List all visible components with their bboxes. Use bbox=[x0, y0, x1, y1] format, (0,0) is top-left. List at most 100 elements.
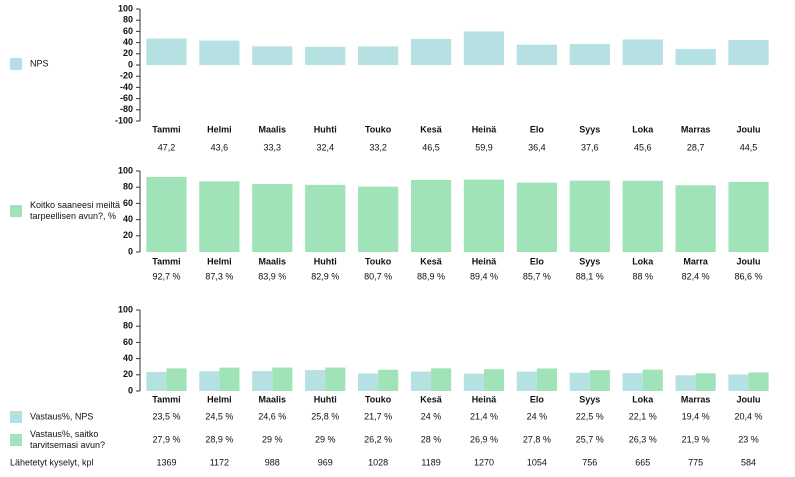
value-label: 22,1 % bbox=[629, 411, 657, 421]
bar bbox=[748, 372, 769, 391]
row-value: 1369 bbox=[156, 457, 176, 467]
bar bbox=[410, 38, 452, 65]
bar bbox=[569, 372, 590, 391]
x-tick-label: Marra bbox=[683, 256, 709, 266]
row-value: 756 bbox=[582, 457, 597, 467]
bar bbox=[569, 180, 610, 252]
value-label: 88,9 % bbox=[417, 271, 445, 281]
x-tick-label: Tammi bbox=[152, 124, 180, 134]
x-tick-label: Kesä bbox=[420, 124, 443, 134]
row-value: 1270 bbox=[474, 457, 494, 467]
x-tick-label: Touko bbox=[365, 394, 392, 404]
value-label: 23 % bbox=[738, 434, 759, 444]
value-label: 85,7 % bbox=[523, 271, 551, 281]
value-label: 24 % bbox=[421, 411, 442, 421]
row-value: 1028 bbox=[368, 457, 388, 467]
x-tick-label: Heinä bbox=[472, 256, 498, 266]
bar bbox=[622, 180, 663, 252]
x-tick-label: Huhti bbox=[314, 124, 337, 134]
x-tick-label: Syys bbox=[579, 124, 600, 134]
x-tick-label: Helmi bbox=[207, 256, 232, 266]
value-label: 23,5 % bbox=[152, 411, 180, 421]
bar bbox=[358, 46, 399, 65]
bar bbox=[675, 375, 696, 391]
value-label: 33,2 bbox=[369, 142, 387, 152]
x-tick-label: Marras bbox=[681, 124, 711, 134]
x-tick-label: Huhti bbox=[314, 394, 337, 404]
x-tick-label: Tammi bbox=[152, 256, 180, 266]
y-tick-label: 20 bbox=[123, 369, 133, 379]
value-label: 24 % bbox=[527, 411, 548, 421]
y-tick-label: -80 bbox=[120, 104, 133, 114]
value-label: 45,6 bbox=[634, 142, 652, 152]
bar bbox=[728, 181, 769, 252]
value-label: 46,5 bbox=[422, 142, 440, 152]
value-label: 21,7 % bbox=[364, 411, 392, 421]
value-label: 82,4 % bbox=[682, 271, 710, 281]
bar bbox=[146, 38, 187, 65]
bar bbox=[675, 48, 716, 65]
bar bbox=[463, 179, 505, 252]
bar bbox=[463, 373, 484, 391]
row-value: 1054 bbox=[527, 457, 547, 467]
bar bbox=[410, 371, 432, 391]
bar bbox=[166, 368, 187, 391]
value-label: 19,4 % bbox=[682, 411, 710, 421]
value-label: 36,4 bbox=[528, 142, 546, 152]
bar bbox=[305, 184, 346, 252]
x-tick-label: Helmi bbox=[207, 394, 232, 404]
bar bbox=[252, 371, 273, 391]
bar bbox=[431, 368, 452, 391]
value-label: 28 % bbox=[421, 434, 442, 444]
row-value: 988 bbox=[265, 457, 280, 467]
x-tick-label: Maalis bbox=[259, 256, 287, 266]
bar bbox=[536, 368, 557, 391]
value-label: 44,5 bbox=[740, 142, 758, 152]
y-tick-label: 80 bbox=[123, 182, 133, 192]
y-tick-label: -60 bbox=[120, 93, 133, 103]
bar bbox=[516, 371, 537, 391]
row-value: 665 bbox=[635, 457, 650, 467]
value-label: 89,4 % bbox=[470, 271, 498, 281]
x-tick-label: Touko bbox=[365, 124, 392, 134]
value-label: 43,6 bbox=[211, 142, 229, 152]
legend-label: Koitko saaneesi meiltä tarpeellisen avun… bbox=[30, 200, 121, 221]
value-label: 33,3 bbox=[264, 142, 282, 152]
x-tick-label: Kesä bbox=[420, 256, 443, 266]
legend-label: Vastaus%, saitko tarvitsemasi avun? bbox=[30, 429, 106, 450]
value-label: 22,5 % bbox=[576, 411, 604, 421]
bar bbox=[410, 179, 452, 252]
value-label: 80,7 % bbox=[364, 271, 392, 281]
x-tick-label: Loka bbox=[632, 124, 654, 134]
x-tick-label: Loka bbox=[632, 394, 654, 404]
value-label: 28,7 bbox=[687, 142, 705, 152]
row-value: 1172 bbox=[210, 457, 229, 467]
y-tick-label: 20 bbox=[123, 48, 133, 58]
x-tick-label: Elo bbox=[530, 124, 545, 134]
value-label: 25,7 % bbox=[576, 434, 604, 444]
y-tick-label: -100 bbox=[115, 115, 133, 125]
bar bbox=[516, 182, 557, 252]
row-value: 584 bbox=[741, 457, 756, 467]
value-label: 21,4 % bbox=[470, 411, 498, 421]
bar bbox=[728, 40, 769, 65]
bar bbox=[516, 44, 557, 65]
bar bbox=[146, 176, 187, 252]
bar bbox=[675, 185, 716, 252]
value-label: 20,4 % bbox=[735, 411, 763, 421]
bar bbox=[569, 43, 610, 65]
bar bbox=[325, 367, 346, 391]
value-label: 26,9 % bbox=[470, 434, 498, 444]
y-tick-label: 40 bbox=[123, 214, 133, 224]
value-label: 88 % bbox=[632, 271, 653, 281]
x-tick-label: Syys bbox=[579, 394, 600, 404]
y-tick-label: 80 bbox=[123, 321, 133, 331]
y-tick-label: 100 bbox=[118, 3, 133, 13]
y-tick-label: 100 bbox=[118, 165, 133, 175]
bar bbox=[272, 367, 293, 391]
bar bbox=[622, 373, 643, 391]
legend-label: Vastaus%, NPS bbox=[30, 411, 94, 422]
value-label: 26,3 % bbox=[629, 434, 657, 444]
bar bbox=[358, 373, 379, 391]
